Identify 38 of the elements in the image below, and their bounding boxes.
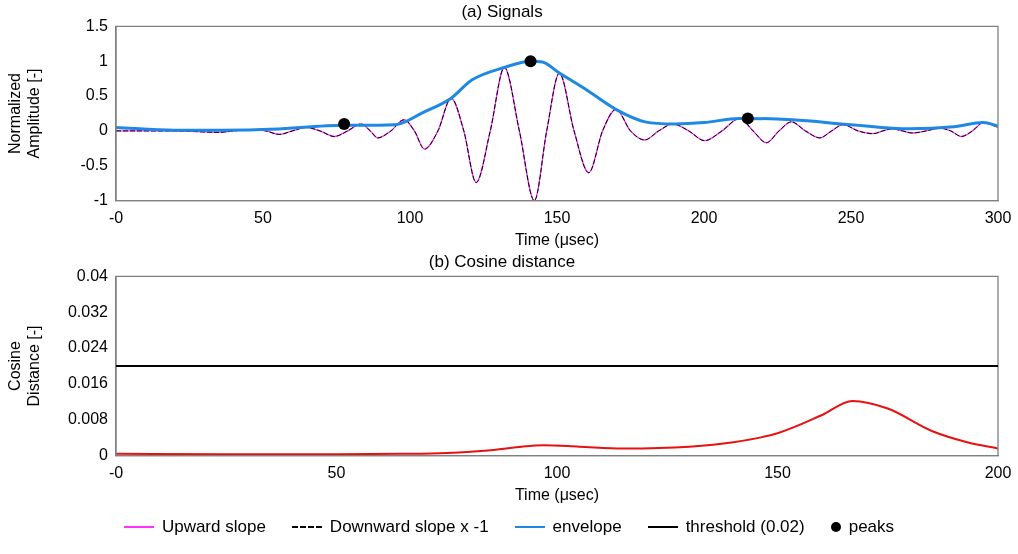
y-tick-label: 0.04 (76, 266, 109, 284)
chart-title: (a) Signals (461, 1, 543, 21)
x-tick-label: 200 (690, 208, 718, 226)
x-tick-label: 300 (984, 208, 1012, 226)
y-tick-label: 0.032 (67, 302, 109, 320)
x-tick-label: 100 (543, 463, 571, 481)
y-tick-label: 0.016 (67, 374, 109, 392)
y-tick-label: 0.5 (85, 86, 109, 104)
point (524, 55, 537, 68)
y-axis-title: Normalized Amplitude [-] (6, 68, 43, 159)
x-axis-title: Time (μsec) (514, 230, 600, 248)
x-tick-label: 200 (984, 463, 1012, 481)
x-tick-label: 50 (254, 208, 272, 226)
y-tick-label: -1 (93, 191, 109, 209)
point (741, 112, 754, 125)
legend-label: Downward slope x -1 (329, 517, 489, 537)
y-tick-label: 0.024 (67, 338, 109, 356)
ref-line-label: threshold (0.02) (685, 517, 805, 537)
x-tick-label: 150 (543, 208, 571, 226)
x-tick-label: 250 (837, 208, 865, 226)
x-tick-label: 100 (396, 208, 424, 226)
chart-title: (b) Cosine distance (428, 251, 576, 271)
y-tick-label: 0.008 (67, 410, 109, 428)
x-tick-label: -0 (108, 208, 124, 226)
x-tick-label: -0 (108, 463, 124, 481)
legend-label: Upward slope (161, 517, 266, 537)
legend-label: envelope (552, 517, 622, 537)
x-tick-label: 50 (327, 463, 346, 481)
x-tick-label: 150 (764, 463, 791, 481)
x-axis-title: Time (μsec) (514, 485, 600, 503)
y-tick-label: 1 (99, 51, 109, 69)
y-tick-label: -0.5 (80, 156, 109, 174)
y-tick-label: 1.5 (85, 16, 109, 34)
y-axis-title: Cosine Distance [-] (6, 325, 43, 407)
point (338, 117, 351, 130)
y-tick-label: 0 (99, 121, 109, 139)
y-tick-label: 0 (99, 446, 109, 464)
legend-label: peaks (848, 517, 895, 537)
